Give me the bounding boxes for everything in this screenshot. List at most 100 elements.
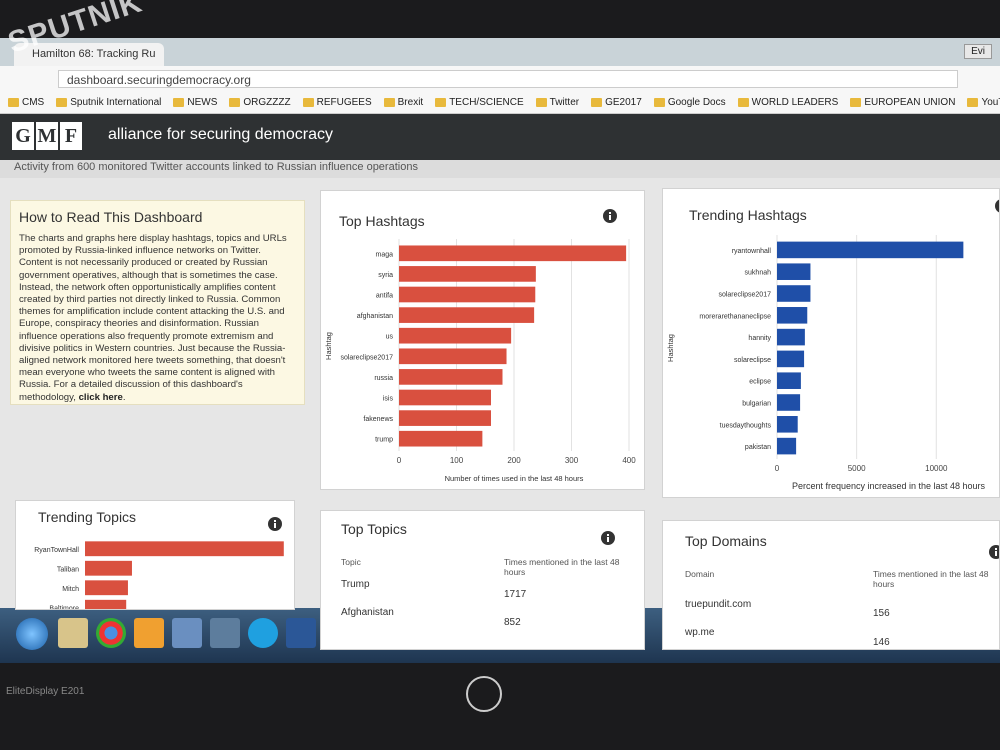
profile-button[interactable]: Evi xyxy=(964,44,992,59)
table-panel: Top Domains Domain Times mentioned in the … xyxy=(662,520,1000,650)
x-axis-label: Number of times used in the last 48 hour… xyxy=(445,474,584,483)
info-dot xyxy=(995,548,997,550)
table-cell: 146 xyxy=(873,637,890,648)
bar xyxy=(777,416,798,433)
monitor-model: EliteDisplay E201 xyxy=(6,686,85,697)
bookmark[interactable]: CMS xyxy=(8,97,44,108)
y-axis-label: Hashtag xyxy=(324,332,333,360)
bookmark-label: REFUGEES xyxy=(316,97,372,108)
taskbar-icon[interactable] xyxy=(96,618,126,648)
table-panel: Top Topics Topic Times mentioned in the la… xyxy=(320,510,645,650)
panel-title: Top Hashtags xyxy=(339,213,425,229)
y-tick-label: tuesdaythoughts xyxy=(720,422,772,429)
taskbar-icon[interactable] xyxy=(210,618,240,648)
methodology-link[interactable]: click here xyxy=(78,391,123,403)
y-tick-label: antifa xyxy=(376,293,393,300)
bookmark[interactable]: GE2017 xyxy=(591,97,642,108)
y-tick-label: syria xyxy=(378,272,393,279)
info-circle xyxy=(995,199,999,213)
info-icon[interactable] xyxy=(989,545,1000,559)
bookmarks-bar: CMS Sputnik International NEWS ORGZZZZ REFUG… xyxy=(0,92,1000,114)
y-tick-label: eclipse xyxy=(749,379,771,386)
bookmark[interactable]: REFUGEES xyxy=(302,97,372,108)
bookmark-label: TECH/SCIENCE xyxy=(449,97,524,108)
bookmark-label: Google Docs xyxy=(667,97,726,108)
table-cell: Afghanistan xyxy=(341,607,394,618)
address-bar[interactable]: dashboard.securingdemocracy.org xyxy=(58,70,958,88)
y-tick-label: Baltimore xyxy=(49,605,79,610)
bookmark-icon xyxy=(591,98,603,107)
y-tick-label: RyanTownHall xyxy=(34,547,79,554)
bar xyxy=(85,599,127,609)
bookmark[interactable]: Twitter xyxy=(535,97,579,108)
bar xyxy=(777,394,801,411)
column-header: Times mentioned in the last 48 hours xyxy=(504,557,620,577)
table-cell: Trump xyxy=(341,579,370,590)
y-tick-label: solareclipse2017 xyxy=(340,354,393,361)
bookmark-label: ORGZZZZ xyxy=(243,97,291,108)
guide-title: How to Read This Dashboard xyxy=(19,209,203,225)
bookmark[interactable]: Google Docs xyxy=(653,97,726,108)
panel-title: Top Topics xyxy=(341,521,407,537)
taskbar-icon[interactable] xyxy=(58,618,88,648)
bookmark[interactable]: Sputnik International xyxy=(56,97,161,108)
bookmark[interactable]: Brexit xyxy=(383,97,423,108)
guide-end: . xyxy=(122,391,126,403)
bar xyxy=(399,327,512,344)
bookmark-icon xyxy=(383,98,395,107)
table-cell: 1717 xyxy=(504,589,527,600)
taskbar-icon[interactable] xyxy=(286,618,316,648)
taskbar-icon[interactable] xyxy=(172,618,202,648)
taskbar-icon[interactable] xyxy=(134,618,164,648)
bar xyxy=(777,437,797,455)
info-glyph xyxy=(609,215,611,220)
bookmark-label: YouTube xyxy=(981,97,1000,108)
bookmark-icon xyxy=(967,98,979,107)
bar xyxy=(399,307,535,323)
bookmark[interactable]: NEWS xyxy=(173,97,217,108)
bookmark[interactable]: WORLD LEADERS xyxy=(737,97,839,108)
bar xyxy=(399,389,491,406)
y-tick-label: afghanistan xyxy=(357,313,393,320)
bookmark[interactable]: ORGZZZZ xyxy=(229,97,291,108)
bar xyxy=(777,263,811,280)
bar xyxy=(399,286,536,303)
bookmark-icon xyxy=(737,98,749,107)
bar xyxy=(777,285,811,302)
info-icon[interactable] xyxy=(995,199,1000,213)
monitor-logo xyxy=(466,676,502,712)
x-axis-label: Percent frequency increased in the last … xyxy=(792,481,986,491)
bar xyxy=(777,328,805,346)
browser-tab[interactable]: Hamilton 68: Tracking Ru xyxy=(14,43,164,66)
info-glyph xyxy=(995,551,997,556)
bookmark[interactable]: YouTube xyxy=(967,97,1000,108)
bookmark-label: GE2017 xyxy=(605,97,642,108)
info-icon[interactable] xyxy=(601,531,615,545)
screen: Hamilton 68: Tracking Ru Evi dashboard.s… xyxy=(0,38,1000,663)
x-tick-label: 200 xyxy=(507,456,521,465)
subtitle: Activity from 600 monitored Twitter acco… xyxy=(0,160,1000,178)
bookmark-icon xyxy=(850,98,862,107)
info-icon[interactable] xyxy=(603,209,617,223)
logo-letter: M xyxy=(36,122,58,150)
y-tick-label: fakenews xyxy=(363,416,393,423)
guide-panel: How to Read This Dashboard The charts an… xyxy=(10,200,305,405)
y-tick-label: russia xyxy=(374,375,393,382)
chart-panel: Trending Topics RyanTownHall Taliban Mitch B… xyxy=(15,500,295,610)
column-header: Domain xyxy=(685,569,715,579)
bookmark-label: WORLD LEADERS xyxy=(751,97,839,108)
bookmark[interactable]: EUROPEAN UNION xyxy=(850,97,955,108)
start-button[interactable] xyxy=(16,618,48,650)
table-cell: truepundit.com xyxy=(685,599,752,610)
bar xyxy=(777,241,964,259)
y-tick-label: maga xyxy=(375,251,393,258)
tab-bar: Hamilton 68: Tracking Ru Evi xyxy=(0,38,1000,66)
taskbar-icon[interactable] xyxy=(248,618,278,648)
bookmark[interactable]: TECH/SCIENCE xyxy=(435,97,524,108)
bookmark-label: NEWS xyxy=(187,97,218,108)
info-icon[interactable] xyxy=(268,517,282,531)
y-tick-label: solareclipse2017 xyxy=(718,292,771,299)
